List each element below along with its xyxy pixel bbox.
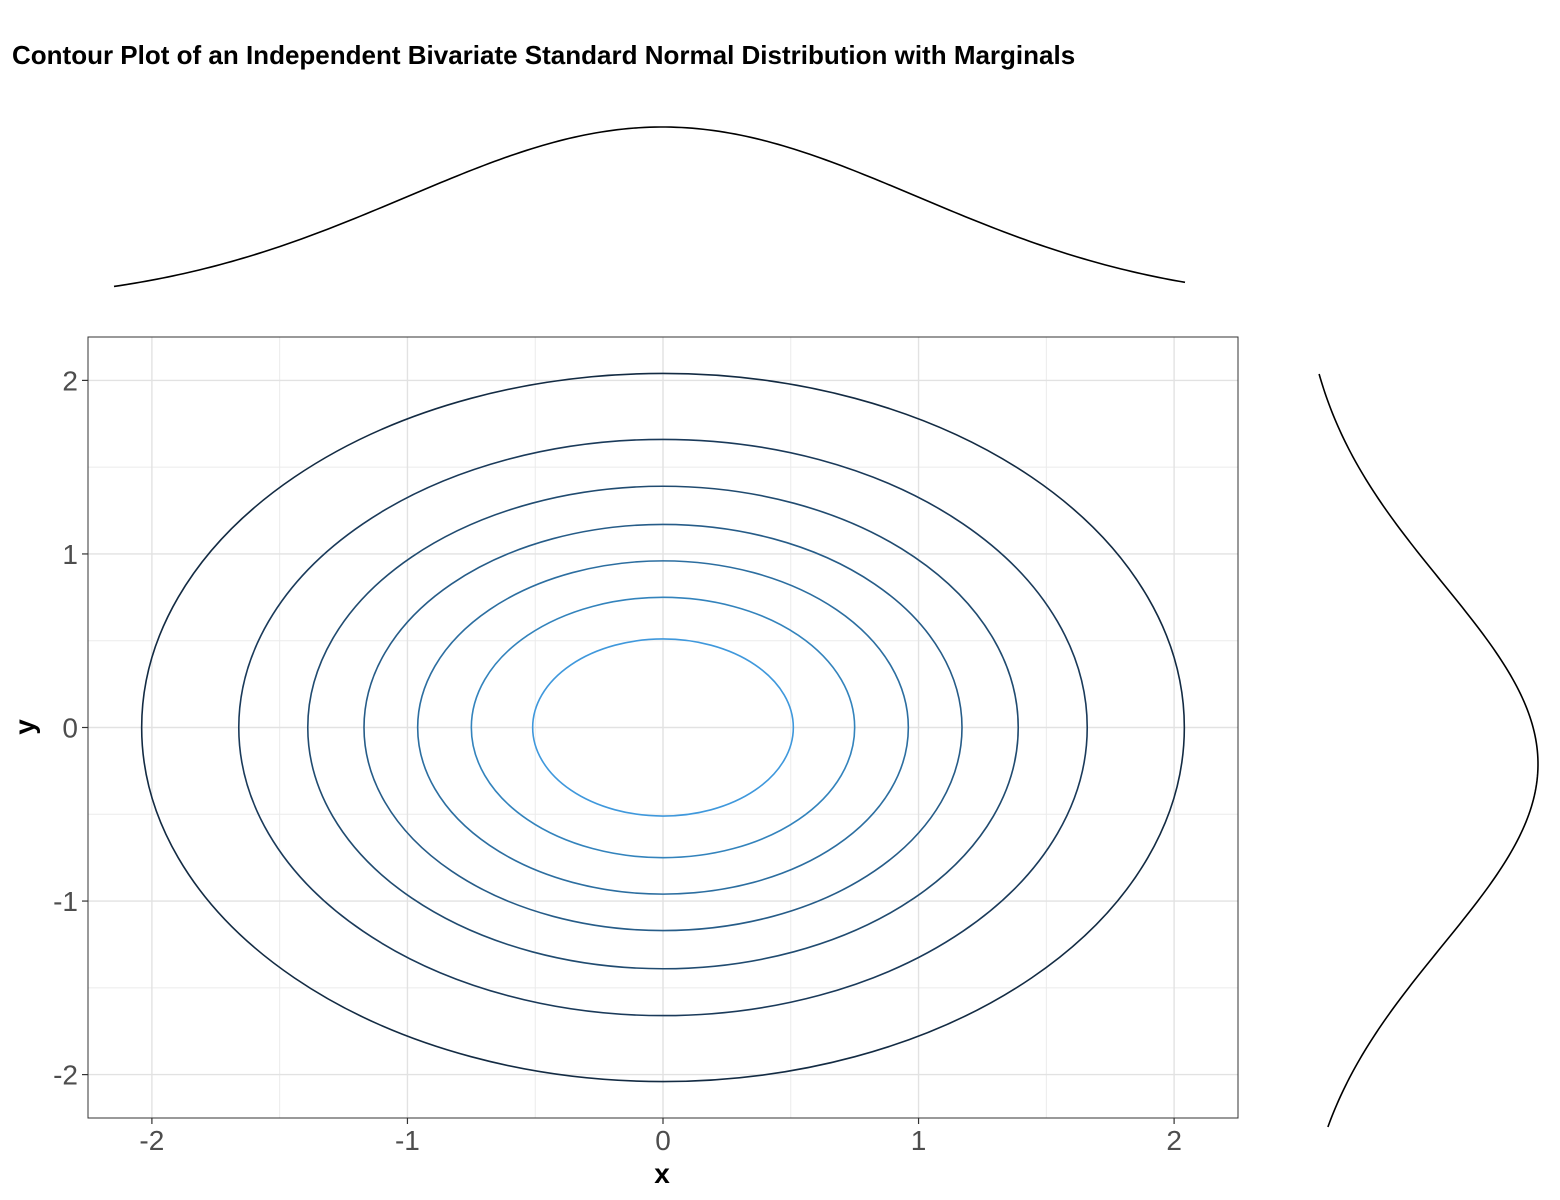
- marginal-density-y: [1318, 373, 1539, 1128]
- contour-line-5: [416, 560, 910, 895]
- major-gridlines: [88, 337, 1238, 1118]
- x-tick-label: -2: [139, 1125, 164, 1156]
- contour-line-2: [237, 438, 1089, 1017]
- marginal-density-x: [113, 126, 1186, 288]
- x-tick-label: 0: [655, 1125, 671, 1156]
- y-tick-label: 1: [62, 539, 78, 570]
- x-axis-label: x: [654, 1158, 670, 1189]
- y-tick-label: -1: [53, 886, 78, 917]
- chart-title: Contour Plot of an Independent Bivariate…: [12, 40, 1076, 70]
- contour-line-6: [470, 596, 856, 859]
- contour-lines: [140, 372, 1186, 1083]
- contour-line-3: [306, 485, 1020, 970]
- x-axis-ticks: -2 -1 0 1 2: [139, 1118, 1182, 1156]
- y-tick-label: -2: [53, 1060, 78, 1091]
- x-tick-label: 2: [1166, 1125, 1182, 1156]
- contour-line-4: [363, 523, 963, 932]
- y-tick-label: 0: [62, 713, 78, 744]
- y-axis-ticks: -2 -1 0 1 2: [53, 365, 88, 1091]
- contour-line-7: [531, 638, 795, 817]
- x-tick-label: -1: [395, 1125, 420, 1156]
- y-axis-label: y: [9, 719, 40, 735]
- x-tick-label: 1: [911, 1125, 927, 1156]
- contour-line-1: [140, 372, 1186, 1083]
- y-tick-label: 2: [62, 365, 78, 396]
